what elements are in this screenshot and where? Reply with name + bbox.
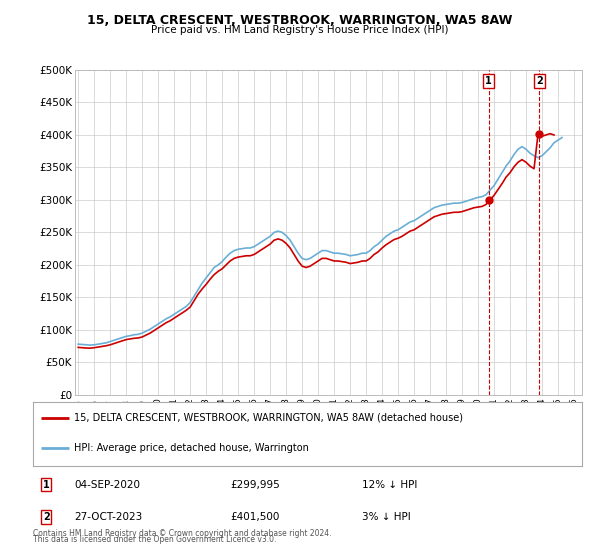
Text: Price paid vs. HM Land Registry's House Price Index (HPI): Price paid vs. HM Land Registry's House …	[151, 25, 449, 35]
Text: 12% ↓ HPI: 12% ↓ HPI	[362, 479, 418, 489]
Text: This data is licensed under the Open Government Licence v3.0.: This data is licensed under the Open Gov…	[33, 535, 277, 544]
Text: 2: 2	[43, 512, 50, 522]
Text: £299,995: £299,995	[230, 479, 280, 489]
Text: 15, DELTA CRESCENT, WESTBROOK, WARRINGTON, WA5 8AW: 15, DELTA CRESCENT, WESTBROOK, WARRINGTO…	[88, 14, 512, 27]
Text: 1: 1	[43, 479, 50, 489]
Text: Contains HM Land Registry data © Crown copyright and database right 2024.: Contains HM Land Registry data © Crown c…	[33, 529, 331, 538]
Text: HPI: Average price, detached house, Warrington: HPI: Average price, detached house, Warr…	[74, 443, 309, 453]
Text: £401,500: £401,500	[230, 512, 280, 522]
Text: 04-SEP-2020: 04-SEP-2020	[74, 479, 140, 489]
Text: 27-OCT-2023: 27-OCT-2023	[74, 512, 142, 522]
Text: 1: 1	[485, 76, 492, 86]
Text: 3% ↓ HPI: 3% ↓ HPI	[362, 512, 411, 522]
Text: 2: 2	[536, 76, 542, 86]
Text: 15, DELTA CRESCENT, WESTBROOK, WARRINGTON, WA5 8AW (detached house): 15, DELTA CRESCENT, WESTBROOK, WARRINGTO…	[74, 413, 463, 423]
